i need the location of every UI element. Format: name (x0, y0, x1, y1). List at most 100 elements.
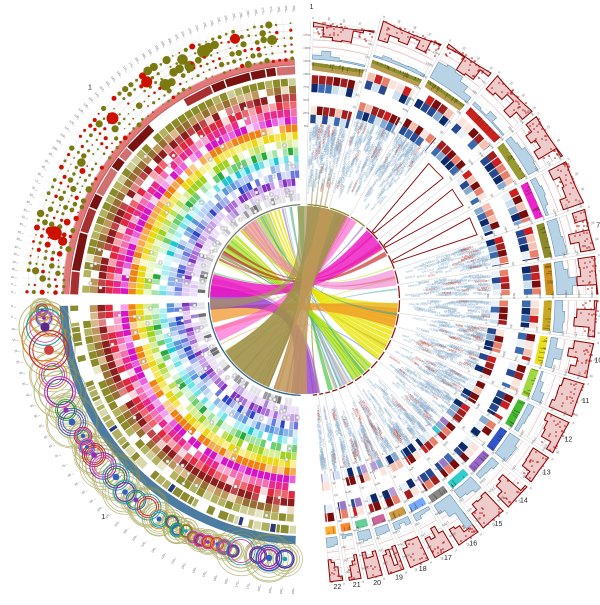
svg-text:GBNFLP9: GBNFLP9 (470, 329, 483, 335)
svg-text:BRNR4: BRNR4 (357, 401, 365, 411)
svg-text:DALCPI14: DALCPI14 (417, 397, 430, 409)
svg-text:FBA5: FBA5 (444, 394, 452, 401)
svg-text:EHTIGT16: EHTIGT16 (335, 421, 342, 435)
svg-text:KZPGZG3: KZPGZG3 (431, 345, 445, 353)
svg-text:THSBF13: THSBF13 (459, 301, 471, 305)
svg-text:75: 75 (524, 259, 529, 263)
svg-text:EHTIGT16: EHTIGT16 (337, 184, 345, 198)
svg-text:TLZDZ1: TLZDZ1 (430, 302, 441, 306)
svg-text:DNHLKL3: DNHLKL3 (376, 165, 386, 178)
svg-text:RSGL4: RSGL4 (415, 355, 425, 363)
svg-text:PDST0: PDST0 (443, 302, 452, 306)
svg-text:ZPBEG17: ZPBEG17 (463, 253, 476, 260)
svg-text:GFFP10: GFFP10 (424, 357, 435, 365)
svg-text:KZPGZG3: KZPGZG3 (477, 238, 491, 246)
svg-text:200: 200 (587, 333, 592, 339)
svg-text:30: 30 (19, 371, 24, 376)
svg-text:HNHB4: HNHB4 (368, 161, 376, 171)
svg-text:PDST0: PDST0 (441, 399, 451, 408)
svg-text:EGB16: EGB16 (413, 403, 422, 412)
svg-text:BCB6: BCB6 (310, 151, 314, 159)
svg-text:125%: 125% (387, 517, 396, 524)
svg-text:PCG0: PCG0 (365, 441, 372, 450)
svg-text:NHNRME5: NHNRME5 (383, 419, 394, 433)
svg-text:SDH6: SDH6 (450, 343, 459, 349)
svg-text:HNKC12: HNKC12 (373, 146, 382, 158)
svg-text:SMDC0: SMDC0 (401, 160, 410, 170)
svg-text:NEFL18: NEFL18 (370, 147, 378, 158)
svg-text:PNLF6: PNLF6 (403, 394, 412, 403)
svg-text:ENMSK18: ENMSK18 (324, 125, 330, 138)
svg-text:RNBPPM19: RNBPPM19 (322, 405, 329, 420)
svg-text:PPP6: PPP6 (464, 300, 471, 304)
svg-text:FSZZCG15: FSZZCG15 (448, 367, 463, 377)
svg-text:SMD0: SMD0 (442, 389, 451, 397)
svg-text:EGB16: EGB16 (360, 161, 367, 171)
svg-text:PRLLF2: PRLLF2 (324, 141, 330, 152)
svg-text:95: 95 (89, 498, 94, 503)
svg-text:RMCRG11: RMCRG11 (312, 126, 317, 140)
svg-text:BCC8: BCC8 (409, 427, 417, 435)
svg-text:ENMSK18: ENMSK18 (388, 355, 401, 365)
svg-text:NZTCKG4: NZTCKG4 (366, 439, 375, 452)
svg-text:SZNFSA11: SZNFSA11 (336, 173, 344, 187)
svg-text:RMCRG11: RMCRG11 (374, 451, 383, 465)
svg-text:EIF5: EIF5 (481, 259, 488, 264)
svg-text:NLIM3: NLIM3 (468, 325, 477, 330)
svg-text:SMD0: SMD0 (436, 403, 445, 411)
svg-text:GRC17: GRC17 (336, 425, 342, 435)
svg-text:AIPTS8: AIPTS8 (441, 396, 451, 405)
svg-text:AEL16: AEL16 (330, 453, 335, 462)
svg-text:MFREET1: MFREET1 (330, 172, 337, 186)
svg-text:25: 25 (498, 264, 503, 268)
svg-text:DNHLKL3: DNHLKL3 (478, 275, 491, 280)
svg-text:PDST0: PDST0 (439, 328, 449, 334)
svg-text:ZTBLHK2: ZTBLHK2 (469, 251, 482, 258)
svg-text:SECLE19: SECLE19 (396, 414, 407, 426)
svg-text:CGSR3: CGSR3 (365, 168, 373, 179)
svg-text:PLKR2: PLKR2 (422, 362, 432, 370)
svg-text:HNHB4: HNHB4 (309, 169, 314, 179)
svg-text:IDI0: IDI0 (388, 427, 394, 434)
svg-text:EDLBL10: EDLBL10 (325, 134, 331, 146)
svg-text:AHZS3: AHZS3 (465, 284, 474, 289)
svg-text:MMZHP12: MMZHP12 (478, 256, 492, 263)
svg-text:40: 40 (25, 393, 30, 398)
svg-text:205: 205 (167, 37, 173, 44)
svg-text:SDH6: SDH6 (402, 432, 410, 441)
svg-text:FLSEZ1: FLSEZ1 (316, 419, 321, 430)
svg-text:ELZMS3: ELZMS3 (420, 402, 431, 412)
svg-text:ARLTCN18: ARLTCN18 (403, 146, 414, 160)
svg-text:PBRDD1: PBRDD1 (452, 350, 464, 358)
svg-text:HLNTDB10: HLNTDB10 (467, 351, 482, 359)
svg-text:NHNRME5: NHNRME5 (395, 163, 406, 176)
svg-text:0%: 0% (394, 444, 400, 450)
svg-text:FIKR5: FIKR5 (474, 264, 483, 269)
svg-text:RGELDK6: RGELDK6 (370, 424, 380, 437)
svg-text:RSGL4: RSGL4 (449, 334, 459, 340)
svg-text:SNGR15: SNGR15 (374, 436, 383, 448)
svg-text:0: 0 (11, 290, 13, 294)
svg-text:NEFL18: NEFL18 (308, 141, 312, 152)
svg-text:LBZLPR5: LBZLPR5 (391, 425, 401, 437)
svg-text:IGA9: IGA9 (417, 424, 424, 432)
svg-text:175: 175 (480, 79, 487, 85)
svg-text:DNHLKL3: DNHLKL3 (364, 185, 374, 198)
svg-text:CZARP11: CZARP11 (332, 180, 339, 193)
svg-text:IDI0: IDI0 (466, 336, 472, 341)
svg-text:MHRKID15: MHRKID15 (370, 148, 380, 162)
svg-text:NEFL18: NEFL18 (364, 151, 372, 162)
svg-text:IDT19: IDT19 (467, 332, 475, 338)
svg-text:ELZMS3: ELZMS3 (427, 404, 438, 414)
svg-text:PNLF6: PNLF6 (343, 415, 350, 425)
svg-text:KSHGM14: KSHGM14 (381, 152, 391, 166)
svg-text:IGA9: IGA9 (422, 402, 430, 409)
svg-text:DMHRC4: DMHRC4 (446, 306, 458, 311)
svg-text:0: 0 (342, 583, 346, 586)
svg-text:DLDMF19: DLDMF19 (316, 171, 322, 184)
svg-text:TLZDZ1: TLZDZ1 (409, 396, 419, 406)
svg-text:FIKR5: FIKR5 (307, 158, 311, 166)
svg-text:EDGIT11: EDGIT11 (341, 162, 348, 174)
svg-text:PEFC4: PEFC4 (449, 367, 459, 375)
svg-text:FBTMD19: FBTMD19 (438, 393, 451, 404)
